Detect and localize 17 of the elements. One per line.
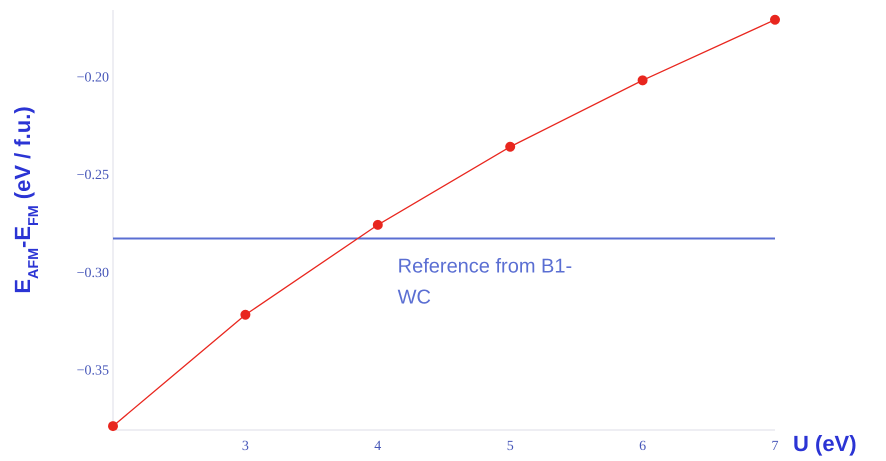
point bbox=[240, 310, 250, 320]
point bbox=[770, 14, 780, 25]
point bbox=[505, 142, 516, 152]
ref-line-label: Reference from B1-WC bbox=[398, 256, 572, 309]
x-tick-label: 6 bbox=[639, 439, 646, 454]
y-tick-label: −0.25 bbox=[76, 168, 109, 184]
x-tick-label: 4 bbox=[374, 439, 382, 454]
point bbox=[372, 220, 383, 230]
point bbox=[108, 421, 118, 432]
x-axis-title: U (eV) bbox=[793, 431, 857, 456]
y-tick-label: −0.30 bbox=[76, 266, 109, 281]
y-tick-label: −0.35 bbox=[76, 363, 109, 378]
x-tick-label: 7 bbox=[772, 439, 778, 454]
x-tick-label: 3 bbox=[242, 439, 249, 454]
point bbox=[638, 75, 648, 86]
y-tick-label: −0.20 bbox=[76, 70, 109, 86]
x-tick-label: 5 bbox=[506, 439, 514, 454]
